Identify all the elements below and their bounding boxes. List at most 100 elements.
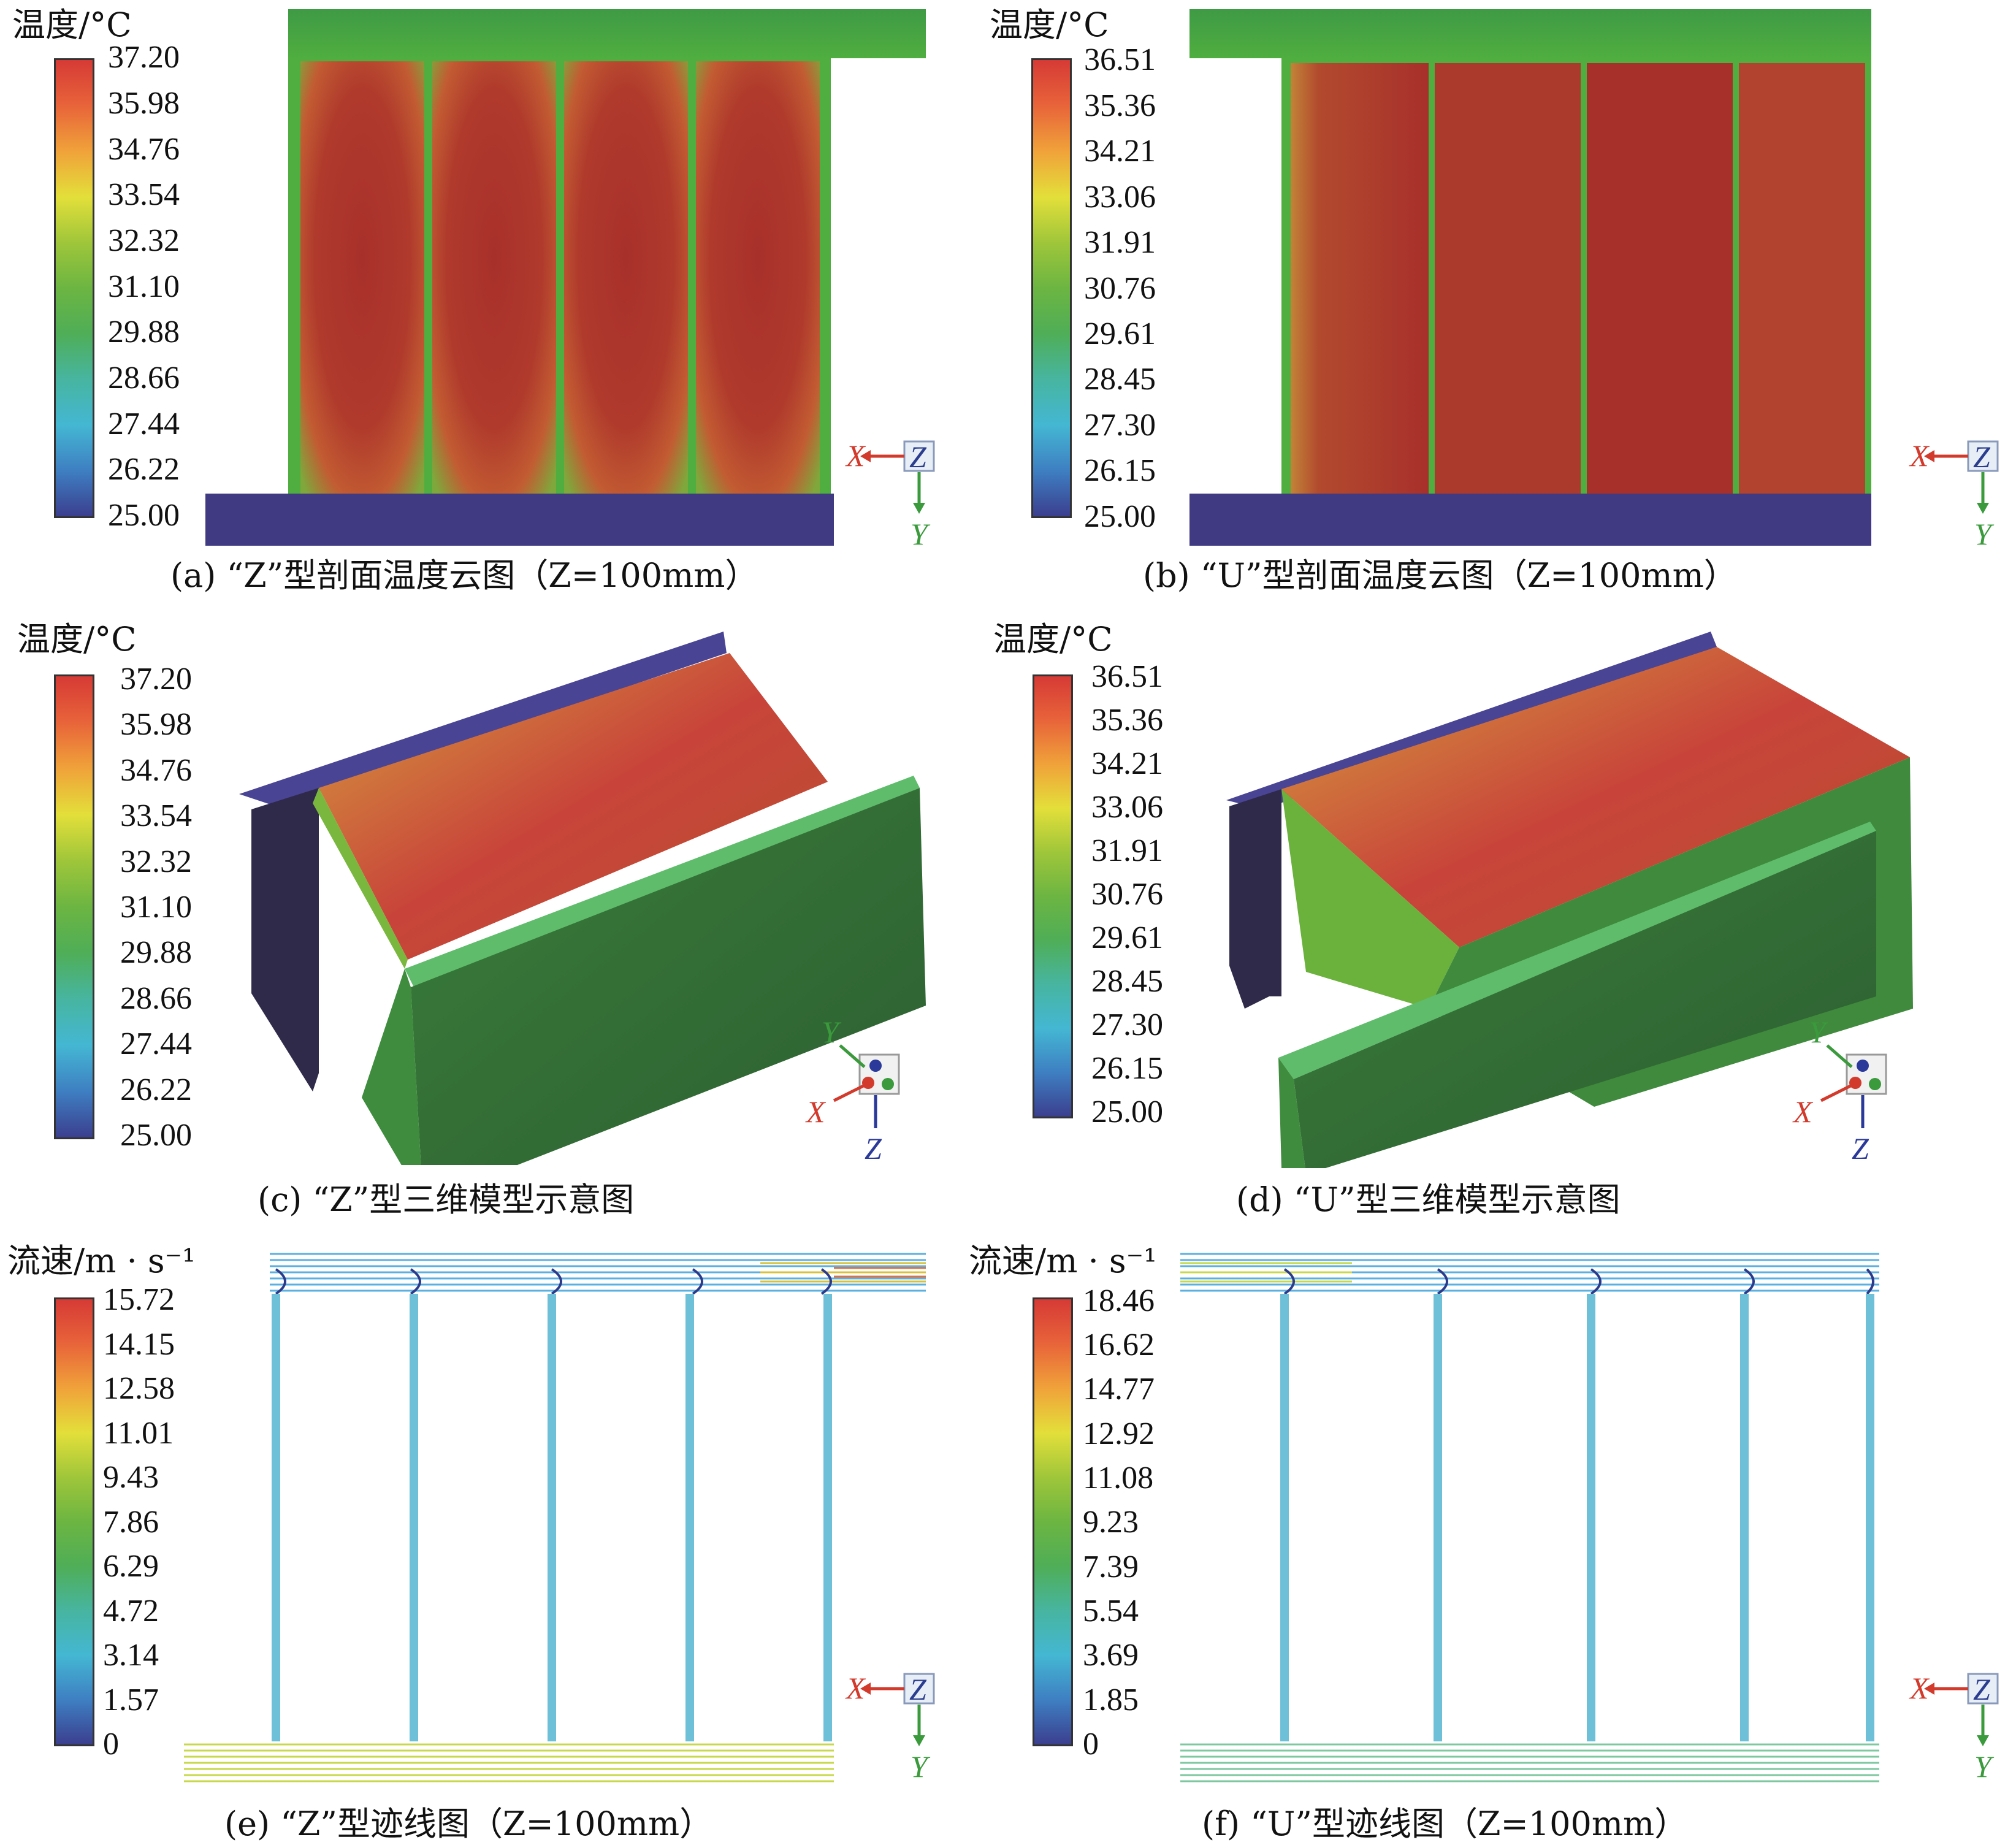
tick-label: 14.77	[1083, 1373, 1155, 1405]
temperature-contour	[202, 9, 926, 549]
axis-x-label: X	[805, 1094, 827, 1129]
tick-label: 12.58	[103, 1373, 175, 1405]
tick-label: 28.45	[1091, 966, 1163, 998]
axis-x-label: X	[1909, 438, 1930, 473]
tick-label: 27.44	[120, 1028, 192, 1060]
axis-x-label: X	[845, 1671, 866, 1705]
colorbar	[1033, 1297, 1073, 1746]
colorbar	[54, 1297, 94, 1746]
axis-x-label: X	[1792, 1094, 1814, 1129]
tick-label: 33.06	[1091, 792, 1163, 823]
tick-label: 34.76	[120, 755, 192, 787]
tick-label: 6.29	[103, 1551, 159, 1583]
tick-label: 35.98	[108, 88, 180, 120]
tick-label: 26.22	[120, 1074, 192, 1106]
axis-y-label: Y	[911, 517, 931, 551]
tick-label: 31.91	[1084, 227, 1156, 259]
tick-label: 0	[1083, 1728, 1099, 1760]
legend-title: 流速/m · s⁻¹	[969, 1245, 1157, 1278]
caption-c: (c) “Z”型三维模型示意图	[258, 1183, 634, 1217]
axis-z-label: Z	[1973, 440, 1991, 474]
tick-label: 37.20	[120, 663, 192, 695]
tick-label: 12.92	[1083, 1418, 1155, 1450]
tick-label: 27.30	[1091, 1009, 1163, 1041]
panel-f: 流速/m · s⁻¹ 18.46 16.62 14.77 12.92 11.08…	[969, 1232, 2016, 1845]
tick-label: 33.54	[120, 800, 192, 832]
axis-triad: X Z Y	[1913, 429, 2005, 554]
tick-label: 35.36	[1084, 90, 1156, 122]
tick-label: 27.30	[1084, 410, 1156, 441]
tick-label: 32.32	[108, 225, 180, 257]
tick-label: 16.62	[1083, 1329, 1155, 1361]
axis-triad: X Z Y	[849, 1662, 941, 1787]
tick-label: 26.15	[1091, 1053, 1163, 1085]
panel-c: 温度/°C 37.20 35.98 34.76 33.54 32.32 31.1…	[0, 613, 956, 1226]
tick-label: 28.45	[1084, 364, 1156, 395]
axis-y-label: Y	[1809, 1015, 1829, 1049]
legend-title: 温度/°C	[990, 9, 1109, 42]
caption-d: (d) “U”型三维模型示意图	[1236, 1183, 1621, 1217]
colorbar	[54, 58, 94, 518]
axis-z-label: Z	[1973, 1672, 1991, 1706]
axis-triad: Y X Z	[803, 1012, 914, 1174]
tick-label: 29.61	[1091, 922, 1163, 954]
colorbar	[1033, 674, 1073, 1118]
panel-e: 流速/m · s⁻¹ 15.72 14.15 12.58 11.01 9.43 …	[0, 1232, 956, 1845]
panel-a: 温度/°C 37.20 35.98 34.76 33.54 32.32 31.1…	[0, 0, 920, 601]
axis-y-label: Y	[911, 1749, 931, 1784]
tick-label: 33.54	[108, 179, 180, 211]
tick-label: 27.44	[108, 408, 180, 440]
axis-y-label: Y	[822, 1015, 842, 1049]
tick-label: 34.21	[1084, 136, 1156, 167]
axis-z-label: Z	[865, 1131, 882, 1166]
tick-label: 31.91	[1091, 835, 1163, 867]
tick-label: 26.15	[1084, 455, 1156, 487]
legend-title: 温度/°C	[993, 623, 1113, 656]
caption-f: (f) “U”型迹线图（Z=100mm）	[1202, 1808, 1687, 1841]
tick-label: 9.23	[1083, 1507, 1139, 1538]
colorbar	[54, 674, 94, 1139]
tick-label: 31.10	[108, 271, 180, 303]
tick-label: 33.06	[1084, 181, 1156, 213]
tick-label: 11.08	[1083, 1462, 1153, 1494]
tick-label: 36.51	[1084, 44, 1156, 76]
tick-label: 1.57	[103, 1684, 159, 1716]
tick-label: 29.88	[108, 316, 180, 348]
axis-x-label: X	[1909, 1671, 1930, 1705]
tick-label: 28.66	[108, 362, 180, 394]
tick-label: 5.54	[1083, 1595, 1139, 1627]
tick-label: 34.21	[1091, 748, 1163, 780]
tick-label: 0	[103, 1728, 119, 1760]
caption-a: (a) “Z”型剖面温度云图（Z=100mm）	[170, 559, 758, 592]
caption-b: (b) “U”型剖面温度云图（Z=100mm）	[1143, 559, 1737, 592]
axis-y-label: Y	[1974, 517, 1995, 551]
panel-b: 温度/°C 36.51 35.36 34.21 33.06 31.91 30.7…	[981, 0, 2016, 601]
axis-z-label: Z	[909, 440, 927, 474]
tick-label: 11.01	[103, 1418, 174, 1450]
pathline-plot	[184, 1251, 932, 1790]
axis-triad: X Z Y	[1913, 1662, 2005, 1787]
tick-label: 3.69	[1083, 1640, 1139, 1671]
tick-label: 4.72	[103, 1595, 159, 1627]
tick-label: 3.14	[103, 1640, 159, 1671]
axis-triad: Y X Z	[1790, 1012, 1901, 1174]
tick-label: 31.10	[120, 892, 192, 923]
tick-label: 37.20	[108, 42, 180, 74]
caption-e: (e) “Z”型迹线图（Z=100mm）	[224, 1808, 712, 1841]
tick-label: 25.00	[1084, 501, 1156, 533]
tick-label: 28.66	[120, 983, 192, 1015]
axis-z-label: Z	[909, 1672, 927, 1706]
tick-label: 32.32	[120, 846, 192, 878]
tick-label: 29.61	[1084, 318, 1156, 350]
legend-title: 温度/°C	[12, 9, 132, 42]
temperature-contour	[1189, 9, 1876, 549]
tick-label: 15.72	[103, 1284, 175, 1316]
tick-label: 9.43	[103, 1462, 159, 1494]
tick-label: 26.22	[108, 454, 180, 486]
colorbar	[1031, 58, 1072, 518]
legend-title: 流速/m · s⁻¹	[7, 1245, 196, 1278]
tick-label: 35.36	[1091, 705, 1163, 736]
axis-triad: X Z Y	[849, 429, 941, 554]
pathline-plot	[1180, 1251, 1885, 1790]
legend-title: 温度/°C	[17, 623, 137, 656]
